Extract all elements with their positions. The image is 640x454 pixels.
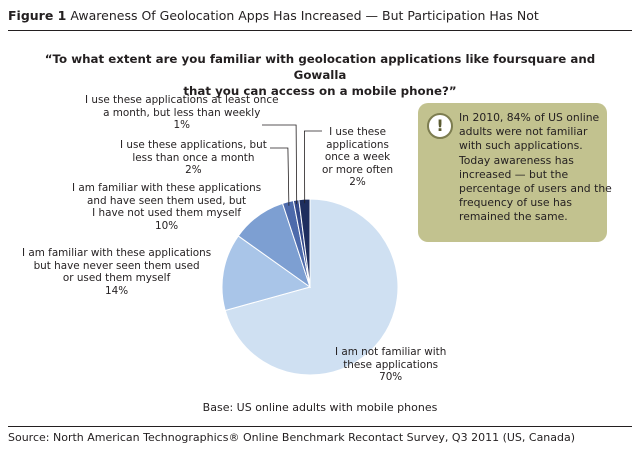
slice-label-familiar-seen: I am familiar with these applications an… (72, 182, 262, 232)
slice-label-not-familiar: I am not familiar with these application… (335, 346, 447, 384)
chart-question: “To what extent are you familiar with ge… (20, 51, 620, 99)
leader-line-less-than-monthly (270, 147, 290, 206)
exclamation-icon: ! (427, 113, 453, 139)
figure-header: Figure 1 Awareness Of Geolocation Apps H… (8, 6, 632, 31)
divider (8, 426, 632, 427)
slice-label-less-than-monthly: I use these applications, but less than … (120, 139, 267, 177)
source-note: Source: North American Technographics® O… (8, 431, 576, 444)
callout-text: In 2010, 84% of US online adults were no… (459, 111, 612, 224)
question-line: “To what extent are you familiar with ge… (44, 52, 596, 82)
slice-label-familiar-never-seen: I am familiar with these applications bu… (22, 247, 212, 297)
figure-number: Figure 1 (8, 8, 67, 23)
base-note: Base: US online adults with mobile phone… (202, 401, 438, 414)
figure-title: Awareness Of Geolocation Apps Has Increa… (70, 8, 539, 23)
leader-line-monthly (262, 124, 298, 205)
leader-line-weekly (303, 130, 322, 204)
pie-slice-familiar-never-seen (221, 235, 312, 312)
slice-label-monthly: I use these applications at least once a… (85, 94, 279, 132)
question-line: that you can access on a mobile phone?” (183, 84, 457, 98)
pie-slice-not-familiar (224, 198, 399, 376)
slice-label-weekly: I use these applications once a week or … (322, 126, 394, 189)
callout-box: ! In 2010, 84% of US online adults were … (418, 103, 612, 242)
